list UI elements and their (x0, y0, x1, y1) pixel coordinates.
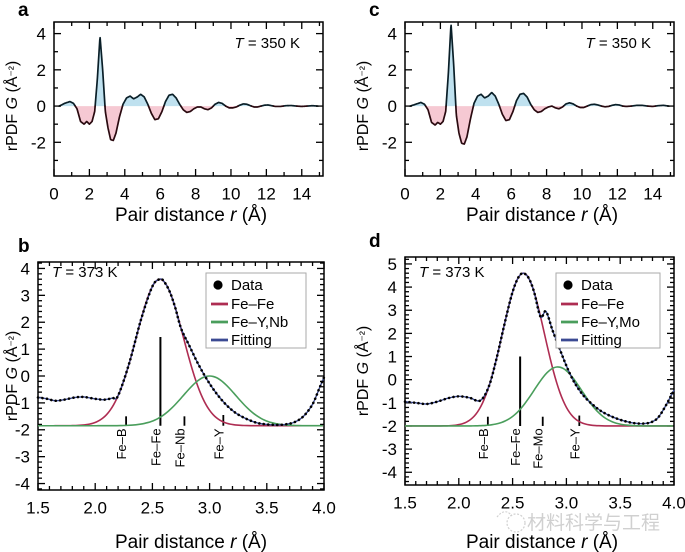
svg-text:1.5: 1.5 (393, 494, 417, 513)
svg-text:-3: -3 (382, 440, 397, 459)
svg-text:2.5: 2.5 (141, 499, 165, 518)
svg-text:6: 6 (155, 185, 164, 204)
svg-text:T = 373 K: T = 373 K (419, 264, 484, 281)
svg-text:5: 5 (388, 255, 397, 274)
svg-text:Pair distance r (Å): Pair distance r (Å) (466, 532, 618, 552)
svg-text:Fe–Mo: Fe–Mo (531, 428, 546, 468)
svg-text:3.0: 3.0 (198, 499, 222, 518)
svg-text:4.0: 4.0 (662, 494, 685, 513)
svg-text:2.0: 2.0 (447, 494, 471, 513)
svg-text:2: 2 (37, 61, 46, 80)
svg-text:b: b (18, 236, 30, 257)
svg-text:14: 14 (643, 185, 662, 204)
svg-text:0: 0 (49, 185, 58, 204)
svg-text:2: 2 (388, 324, 397, 343)
svg-text:1: 1 (388, 347, 397, 366)
svg-text:Fe–Fe: Fe–Fe (231, 296, 274, 313)
svg-text:6: 6 (506, 185, 515, 204)
svg-text:Fe–Y: Fe–Y (567, 428, 582, 459)
svg-text:-4: -4 (15, 475, 30, 494)
svg-text:10: 10 (573, 185, 592, 204)
svg-text:2: 2 (388, 61, 397, 80)
svg-text:1: 1 (21, 340, 30, 359)
svg-text:Fitting: Fitting (581, 332, 622, 349)
svg-text:3: 3 (21, 286, 30, 305)
svg-text:14: 14 (292, 185, 311, 204)
svg-text:材料科学与工程: 材料科学与工程 (527, 512, 660, 534)
svg-text:a: a (18, 0, 29, 21)
svg-text:3.5: 3.5 (608, 494, 632, 513)
svg-text:4: 4 (120, 185, 129, 204)
svg-text:-2: -2 (31, 133, 46, 152)
svg-text:0: 0 (388, 97, 397, 116)
svg-text:2: 2 (21, 313, 30, 332)
svg-text:0: 0 (21, 367, 30, 386)
svg-text:Fe–Y,Mo: Fe–Y,Mo (581, 314, 640, 331)
svg-text:Fe–Y,Nb: Fe–Y,Nb (231, 314, 288, 331)
svg-text:Fe–B: Fe–B (114, 428, 129, 459)
svg-text:3: 3 (388, 301, 397, 320)
svg-text:-2: -2 (382, 417, 397, 436)
svg-text:T = 350 K: T = 350 K (586, 35, 651, 52)
svg-text:0: 0 (388, 371, 397, 390)
svg-text:Pair distance r (Å): Pair distance r (Å) (466, 205, 618, 226)
svg-text:T = 373 K: T = 373 K (52, 264, 117, 281)
svg-text:-1: -1 (382, 394, 397, 413)
svg-text:3.0: 3.0 (555, 494, 579, 513)
svg-text:8: 8 (542, 185, 551, 204)
svg-text:2: 2 (436, 185, 445, 204)
svg-text:-2: -2 (382, 133, 397, 152)
svg-text:Fe–Fe: Fe–Fe (508, 428, 523, 466)
svg-text:0: 0 (400, 185, 409, 204)
svg-text:2.5: 2.5 (501, 494, 525, 513)
svg-text:4: 4 (21, 259, 30, 278)
svg-text:Fe–B: Fe–B (476, 428, 491, 459)
svg-text:4: 4 (388, 278, 397, 297)
svg-text:1.5: 1.5 (26, 499, 50, 518)
svg-text:Fitting: Fitting (231, 332, 272, 349)
svg-text:Fe–Fe: Fe–Fe (581, 296, 624, 313)
svg-text:8: 8 (191, 185, 200, 204)
svg-text:10: 10 (222, 185, 241, 204)
svg-text:4: 4 (37, 25, 46, 44)
svg-text:12: 12 (257, 185, 276, 204)
svg-text:d: d (369, 231, 381, 252)
svg-text:4: 4 (471, 185, 480, 204)
svg-text:0: 0 (37, 97, 46, 116)
svg-text:3.5: 3.5 (255, 499, 279, 518)
svg-text:2.0: 2.0 (83, 499, 107, 518)
svg-text:Data: Data (581, 277, 613, 294)
svg-text:Fe–Y: Fe–Y (211, 428, 226, 459)
svg-text:Pair distance r (Å): Pair distance r (Å) (115, 532, 267, 552)
svg-text:T = 350 K: T = 350 K (235, 35, 300, 52)
svg-text:Data: Data (231, 277, 263, 294)
svg-text:-4: -4 (382, 463, 397, 482)
svg-text:-3: -3 (15, 448, 30, 467)
svg-text:4: 4 (388, 25, 397, 44)
svg-text:-2: -2 (15, 421, 30, 440)
svg-text:2: 2 (85, 185, 94, 204)
svg-text:Fe–Fe: Fe–Fe (148, 428, 163, 466)
svg-text:Pair distance r (Å): Pair distance r (Å) (115, 205, 267, 226)
svg-text:4.0: 4.0 (312, 499, 336, 518)
svg-text:c: c (369, 0, 380, 21)
svg-text:12: 12 (608, 185, 627, 204)
svg-text:Fe–Nb: Fe–Nb (172, 428, 187, 467)
